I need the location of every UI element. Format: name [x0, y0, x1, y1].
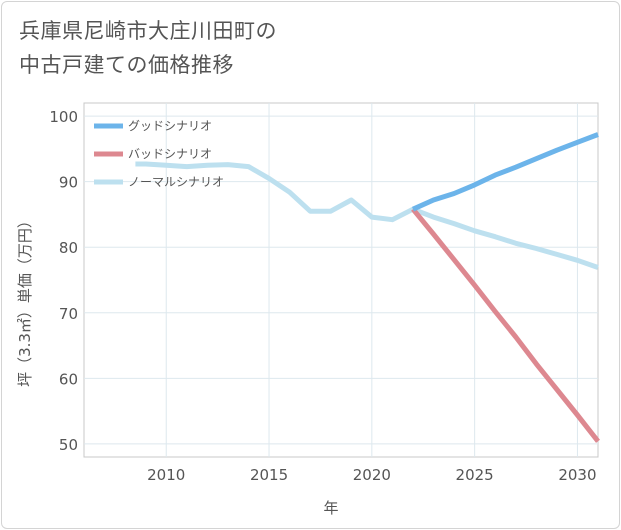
plot-area	[83, 102, 599, 458]
y-tick-label-60: 60	[59, 370, 78, 388]
x-tick-label-2010: 2010	[147, 466, 185, 484]
y-tick-label-80: 80	[59, 239, 78, 257]
y-tick-label-100: 100	[49, 108, 78, 126]
y-tick-label-70: 70	[59, 305, 78, 323]
series-line-1	[411, 132, 599, 212]
legend-label-3: ノーマルシナリオ	[128, 175, 224, 189]
x-tick-label-2020: 2020	[353, 466, 391, 484]
series-line-2	[411, 207, 600, 443]
x-tick-label-2030: 2030	[558, 466, 596, 484]
series-line-3	[135, 161, 599, 270]
legend-label-2: バッドシナリオ	[128, 147, 212, 161]
y-axis-title: 坪（3.3㎡）単価（万円）	[16, 213, 34, 387]
chart-title-line-2: 中古戸建ての価格推移	[19, 53, 234, 77]
legend-label-1: グッドシナリオ	[128, 119, 212, 133]
x-tick-label-2015: 2015	[250, 466, 288, 484]
chart-title: 兵庫県尼崎市大庄川田町の 中古戸建ての価格推移	[19, 14, 277, 82]
chart-title-line-1: 兵庫県尼崎市大庄川田町の	[19, 19, 277, 43]
grid-lines	[84, 103, 598, 457]
x-tick-label-2025: 2025	[456, 466, 494, 484]
y-tick-label-90: 90	[59, 174, 78, 192]
series-lines	[135, 132, 600, 443]
y-tick-label-50: 50	[59, 436, 78, 454]
x-axis-title: 年	[323, 499, 338, 517]
tick-labels: 2010 2015 2020 2025 2030 50 60 70 80 90 100	[49, 108, 596, 484]
